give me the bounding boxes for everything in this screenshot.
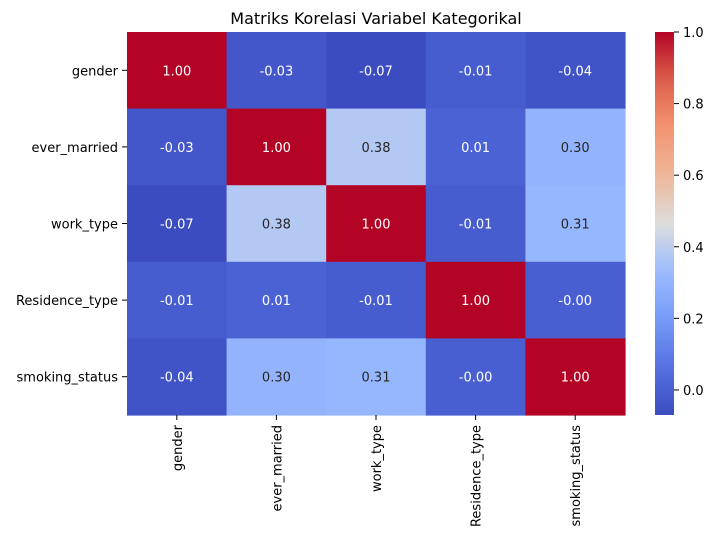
heatmap-cell <box>425 185 526 263</box>
heatmap-cell-label: 1.00 <box>561 371 590 386</box>
heatmap-cell-label: 0.38 <box>362 141 391 156</box>
x-tick-label: smoking_status <box>569 425 584 527</box>
heatmap-cell-label: -0.07 <box>359 64 393 79</box>
x-tick-label: ever_married <box>270 425 285 512</box>
y-tick-label: gender <box>72 64 119 79</box>
colorbar-tick-label: 0.4 <box>683 241 704 256</box>
colorbar-tick-label: 1.0 <box>683 26 704 41</box>
y-tick-label: ever_married <box>32 141 119 156</box>
heatmap-cell-label: -0.03 <box>160 141 194 156</box>
heatmap-cell <box>425 108 526 186</box>
heatmap-cell <box>326 32 427 110</box>
heatmap-cell-label: -0.07 <box>160 218 194 233</box>
heatmap-cell-label: -0.03 <box>260 64 294 79</box>
heatmap-cell <box>127 261 228 339</box>
heatmap-cell <box>525 185 626 263</box>
colorbar: 0.0 0.2 0.4 0.6 0.8 1.0 <box>655 26 704 415</box>
heatmap-cell-label: 1.00 <box>162 64 191 79</box>
heatmap-cell <box>326 185 427 263</box>
colorbar-tick-label: 0.2 <box>683 312 704 327</box>
heatmap-cell-label: 1.00 <box>262 141 291 156</box>
heatmap-cell-label: -0.01 <box>459 64 493 79</box>
heatmap-cell-label: -0.04 <box>160 371 194 386</box>
chart-title: Matriks Korelasi Variabel Kategorikal <box>230 9 521 28</box>
heatmap-cells <box>127 32 626 416</box>
heatmap-cell-label: -0.00 <box>558 294 592 309</box>
heatmap-cell-label: 0.30 <box>561 141 590 156</box>
heatmap-cell <box>127 185 228 263</box>
heatmap-cell-label: 0.30 <box>262 371 291 386</box>
x-axis: gender ever_married work_type Residence_typ… <box>171 415 584 527</box>
x-tick-label: gender <box>171 424 186 471</box>
x-tick-label: work_type <box>370 425 385 492</box>
heatmap-cell <box>127 32 228 110</box>
heatmap-cell <box>226 108 327 186</box>
heatmap-cell-label: 1.00 <box>461 294 490 309</box>
heatmap-cell <box>326 261 427 339</box>
y-tick-label: smoking_status <box>17 371 119 386</box>
heatmap-cell <box>226 338 327 416</box>
colorbar-tick-label: 0.0 <box>683 384 704 399</box>
heatmap-cell <box>226 32 327 110</box>
heatmap-cell-label: 0.01 <box>262 294 291 309</box>
y-axis: gender ever_married work_type Residence_typ… <box>16 64 127 386</box>
heatmap-cell-label: -0.01 <box>459 218 493 233</box>
x-tick-label: Residence_type <box>470 425 485 527</box>
heatmap-cell <box>326 108 427 186</box>
y-tick-label: Residence_type <box>16 294 118 309</box>
heatmap-cell-label: -0.01 <box>359 294 393 309</box>
heatmap-cell <box>425 32 526 110</box>
heatmap-cell <box>525 32 626 110</box>
heatmap-cell-label: 0.31 <box>561 218 590 233</box>
y-tick-label: work_type <box>51 218 118 233</box>
heatmap-cell-label: 1.00 <box>362 218 391 233</box>
heatmap-cell <box>525 261 626 339</box>
heatmap-cell-label: -0.04 <box>558 64 592 79</box>
heatmap-cell-label: -0.00 <box>459 371 493 386</box>
heatmap-cell <box>525 108 626 186</box>
heatmap-cell <box>127 108 228 186</box>
heatmap-cell <box>525 338 626 416</box>
colorbar-tick-label: 0.8 <box>683 98 704 113</box>
heatmap-cell-labels: 1.00 -0.03 -0.07 -0.01 -0.04 -0.03 1.00 0.38 0.0… <box>160 64 592 385</box>
colorbar-gradient <box>655 32 674 415</box>
heatmap-cell <box>425 338 526 416</box>
heatmap-cell <box>226 185 327 263</box>
heatmap-cell <box>226 261 327 339</box>
heatmap-cell-label: 0.01 <box>461 141 490 156</box>
heatmap-cell <box>127 338 228 416</box>
heatmap-cell-label: 0.31 <box>362 371 391 386</box>
heatmap-cell-label: 0.38 <box>262 218 291 233</box>
heatmap-cell-label: -0.01 <box>160 294 194 309</box>
colorbar-tick-label: 0.6 <box>683 169 704 184</box>
heatmap-cell <box>425 261 526 339</box>
heatmap-cell <box>326 338 427 416</box>
